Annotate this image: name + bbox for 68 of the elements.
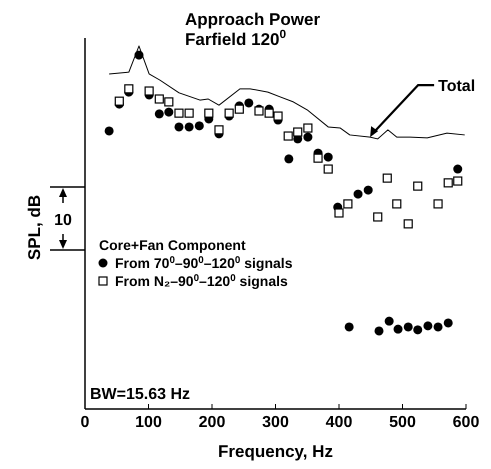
point	[382, 174, 392, 183]
point	[114, 96, 124, 106]
point	[313, 154, 323, 163]
point	[224, 108, 234, 118]
x-tick-label: 500	[389, 414, 416, 431]
point	[324, 164, 333, 174]
point	[453, 176, 462, 186]
point	[423, 321, 432, 330]
point	[154, 94, 164, 104]
point	[444, 318, 453, 328]
point	[284, 154, 294, 164]
point	[174, 122, 184, 132]
point	[214, 125, 224, 134]
point	[303, 132, 312, 142]
point	[164, 97, 174, 106]
text: 10	[54, 212, 72, 229]
point	[392, 199, 402, 209]
point	[273, 111, 283, 121]
point	[334, 208, 344, 218]
point	[154, 109, 164, 118]
point	[124, 84, 134, 94]
chart-title: Approach Power	[185, 10, 320, 29]
legend-title: Core+Fan Component	[99, 237, 246, 253]
point	[404, 322, 413, 332]
point	[184, 108, 194, 118]
point	[234, 104, 244, 114]
point	[164, 108, 174, 117]
point	[204, 108, 214, 118]
point	[184, 122, 194, 132]
x-tick-label: 300	[262, 414, 289, 431]
x-tick-label: 600	[452, 414, 480, 431]
legend-label: From 70$^{0}$–90$^{0}$–120$^{0}$ signals	[115, 254, 293, 271]
legend-label: From N₂–90$^{0}$–120$^{0}$ signals	[115, 272, 288, 289]
chart-subtitle: Farfield 120$^{0}$	[185, 27, 286, 49]
point	[364, 186, 373, 195]
point	[444, 178, 453, 188]
point	[344, 322, 354, 332]
x-tick-label: 100	[135, 414, 162, 431]
point	[373, 212, 382, 222]
x-tick-label: 400	[326, 414, 352, 431]
point	[343, 199, 352, 209]
point	[453, 164, 462, 174]
point	[303, 123, 312, 133]
point	[293, 127, 302, 137]
point	[324, 152, 333, 162]
annotation: Total	[438, 78, 476, 96]
annotation: BW=15.63 Hz	[90, 386, 190, 403]
x-axis-title: Frequency, Hz	[218, 442, 333, 461]
point	[264, 108, 274, 118]
point	[434, 322, 443, 332]
point	[404, 219, 413, 228]
point	[413, 182, 422, 191]
point	[384, 316, 394, 326]
point	[374, 326, 384, 336]
point	[433, 199, 443, 209]
point	[174, 108, 184, 118]
x-tick-label: 200	[198, 414, 226, 431]
x-tick-label: 0	[80, 414, 90, 431]
point	[413, 325, 422, 334]
point	[144, 86, 154, 96]
point	[284, 131, 293, 141]
point	[244, 98, 254, 108]
point	[394, 324, 403, 334]
point	[104, 126, 114, 136]
point	[354, 190, 363, 199]
point	[194, 121, 204, 130]
y-axis-title: SPL, dB	[25, 194, 44, 260]
point	[134, 50, 144, 60]
